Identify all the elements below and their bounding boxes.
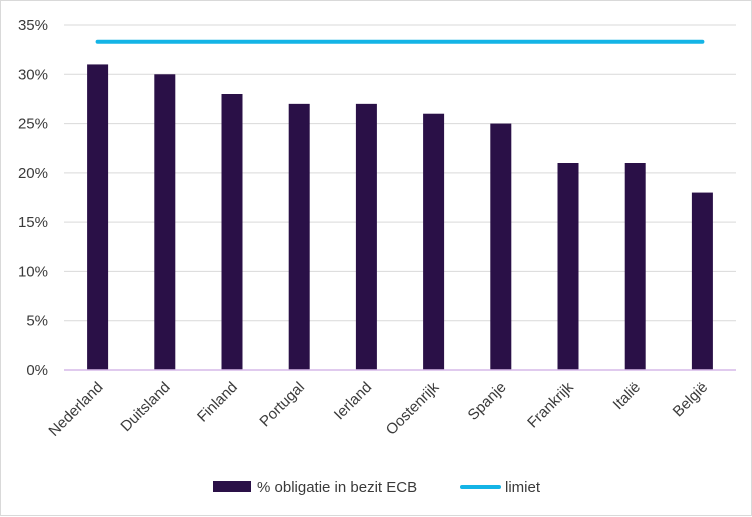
x-category-label: Italië bbox=[610, 379, 644, 413]
bar bbox=[355, 103, 377, 370]
bar bbox=[154, 74, 176, 371]
y-tick-label: 25% bbox=[18, 116, 48, 133]
legend-label-bars: % obligatie in bezit ECB bbox=[257, 479, 417, 496]
bar bbox=[87, 64, 109, 370]
bar bbox=[691, 192, 713, 370]
y-tick-label: 30% bbox=[18, 66, 48, 83]
x-category-label: Duitsland bbox=[117, 379, 173, 435]
bar bbox=[423, 113, 445, 370]
y-tick-label: 5% bbox=[26, 313, 48, 330]
bar bbox=[490, 123, 512, 370]
legend: % obligatie in bezit ECB limiet bbox=[213, 479, 541, 496]
x-category-label: Nederland bbox=[45, 379, 106, 440]
y-tick-label: 10% bbox=[18, 263, 48, 280]
y-tick-label: 0% bbox=[26, 362, 48, 379]
legend-swatch-bars bbox=[213, 481, 251, 492]
y-tick-label: 20% bbox=[18, 165, 48, 182]
bar bbox=[557, 163, 579, 370]
x-category-label: Spanje bbox=[465, 379, 510, 424]
x-category-label: Oostenrijk bbox=[383, 378, 443, 438]
x-axis-category-labels: Nederland Duitsland Finland Portugal Ierland… bbox=[45, 378, 711, 439]
bar bbox=[288, 103, 310, 370]
x-category-label: Frankrijk bbox=[524, 378, 577, 431]
bar bbox=[221, 94, 243, 370]
x-category-label: Portugal bbox=[256, 379, 308, 431]
bar bbox=[624, 163, 646, 370]
x-category-label: België bbox=[670, 379, 712, 421]
x-category-label: Ierland bbox=[331, 379, 375, 423]
bars bbox=[87, 64, 713, 371]
y-tick-label: 35% bbox=[18, 17, 48, 34]
x-category-label: Finland bbox=[194, 379, 241, 426]
y-tick-label: 15% bbox=[18, 214, 48, 231]
legend-label-limit: limiet bbox=[505, 479, 541, 496]
y-axis-ticks: 0% 5% 10% 15% 20% 25% 30% 35% bbox=[18, 17, 48, 379]
gridlines bbox=[64, 24, 736, 322]
